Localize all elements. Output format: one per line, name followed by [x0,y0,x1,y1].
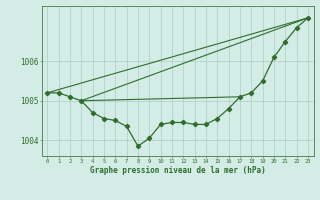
X-axis label: Graphe pression niveau de la mer (hPa): Graphe pression niveau de la mer (hPa) [90,166,266,175]
